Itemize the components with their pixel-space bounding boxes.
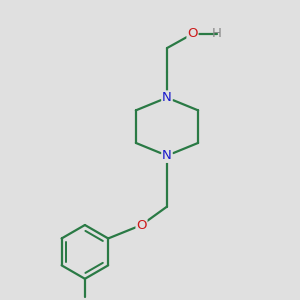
Text: N: N bbox=[162, 91, 172, 104]
Text: O: O bbox=[187, 27, 198, 40]
Text: H: H bbox=[212, 27, 221, 40]
Text: O: O bbox=[136, 218, 147, 232]
Text: N: N bbox=[162, 149, 172, 162]
